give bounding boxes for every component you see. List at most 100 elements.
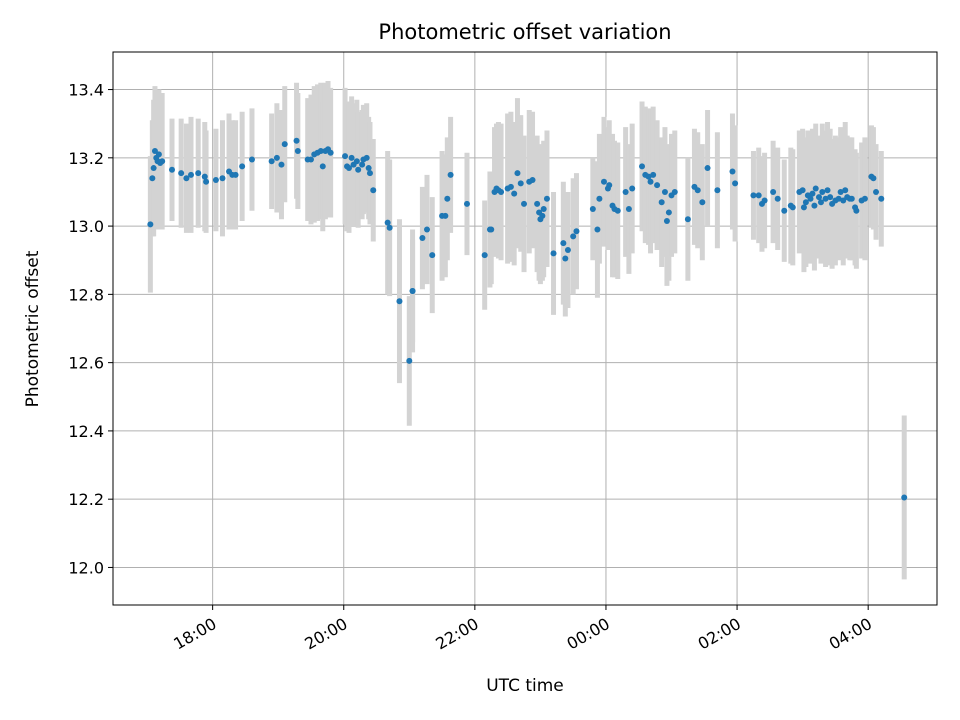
data-point: [355, 166, 362, 173]
data-point: [564, 246, 571, 253]
data-point: [622, 188, 629, 195]
data-point: [800, 204, 807, 211]
data-point: [195, 170, 202, 177]
y-tick-label: 12.8: [68, 285, 104, 304]
data-point: [365, 165, 372, 172]
data-point: [750, 192, 757, 199]
plot-frame: [112, 51, 938, 606]
data-point: [517, 180, 524, 187]
data-point: [824, 187, 831, 194]
data-point: [639, 163, 646, 170]
y-tick-label: 12.2: [68, 490, 104, 509]
data-point: [661, 188, 668, 195]
data-point: [384, 219, 391, 226]
data-point: [812, 185, 819, 192]
data-point: [606, 182, 613, 189]
data-point: [811, 202, 818, 209]
data-point: [278, 161, 285, 168]
data-point: [600, 178, 607, 185]
y-tick-label: 12.0: [68, 558, 104, 577]
data-point: [645, 173, 652, 180]
data-point: [514, 170, 521, 177]
y-tick-label: 12.4: [68, 422, 104, 441]
data-point: [878, 195, 885, 202]
data-point: [307, 156, 314, 163]
chart-title: Photometric offset variation: [378, 20, 671, 44]
data-point: [442, 212, 449, 219]
data-point: [594, 226, 601, 233]
data-point: [147, 221, 154, 228]
data-point: [463, 200, 470, 207]
data-point: [665, 209, 672, 216]
data-point: [781, 207, 788, 214]
data-point: [650, 171, 657, 178]
data-point: [842, 187, 849, 194]
data-point: [807, 195, 814, 202]
data-point: [699, 199, 706, 206]
data-point: [188, 171, 195, 178]
data-point: [281, 141, 288, 148]
data-point: [239, 163, 246, 170]
data-point: [822, 195, 829, 202]
data-point: [149, 175, 156, 182]
data-point: [770, 188, 777, 195]
y-tick-label: 13.2: [68, 149, 104, 168]
data-point: [589, 206, 596, 213]
data-point: [159, 158, 166, 165]
data-point: [873, 188, 880, 195]
data-point: [203, 178, 210, 185]
data-point: [562, 255, 569, 262]
data-point: [658, 199, 665, 206]
x-axis-label: UTC time: [486, 676, 564, 696]
data-point: [150, 165, 157, 172]
data-point: [774, 195, 781, 202]
data-point: [789, 204, 796, 211]
data-point: [521, 200, 528, 207]
data-point: [614, 207, 621, 214]
data-point: [386, 224, 393, 231]
data-point: [232, 171, 239, 178]
data-point: [729, 168, 736, 175]
y-tick-label: 13.0: [68, 217, 104, 236]
data-point: [861, 195, 868, 202]
data-point: [848, 195, 855, 202]
data-point: [363, 154, 370, 161]
data-point: [447, 171, 454, 178]
data-point: [732, 180, 739, 187]
data-point: [342, 153, 349, 160]
data-point: [294, 147, 301, 154]
data-point: [268, 158, 275, 165]
data-point: [366, 170, 373, 177]
data-point: [359, 161, 366, 168]
data-point: [151, 147, 158, 154]
data-point: [444, 195, 451, 202]
data-point: [319, 163, 326, 170]
data-point: [345, 165, 352, 172]
data-point: [837, 188, 844, 195]
data-point: [827, 194, 834, 201]
data-point: [498, 188, 505, 195]
data-point: [293, 137, 300, 144]
data-point: [507, 183, 514, 190]
data-point: [573, 228, 580, 235]
data-point: [817, 199, 824, 206]
data-point: [348, 154, 355, 161]
data-point: [396, 298, 403, 305]
y-tick-label: 12.6: [68, 354, 104, 373]
data-point: [704, 165, 711, 172]
data-point: [663, 217, 670, 224]
y-axis-label: Photometric offset: [23, 250, 43, 407]
data-point: [714, 187, 721, 194]
data-point: [155, 151, 162, 158]
y-tick-label: 13.4: [68, 81, 104, 100]
data-point: [353, 158, 360, 165]
data-point: [429, 252, 436, 259]
data-point: [835, 195, 842, 202]
data-point: [870, 175, 877, 182]
data-point: [511, 190, 518, 197]
data-point: [201, 173, 208, 180]
data-point: [629, 185, 636, 192]
data-point: [178, 170, 185, 177]
